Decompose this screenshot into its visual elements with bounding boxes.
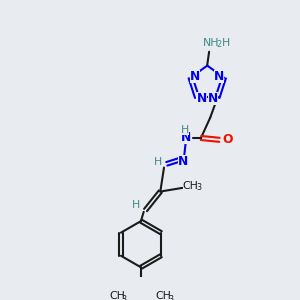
Text: CH: CH xyxy=(109,291,125,300)
Text: H: H xyxy=(181,125,189,135)
Text: O: O xyxy=(223,133,233,146)
Text: CH: CH xyxy=(183,181,199,191)
Text: N: N xyxy=(208,92,218,105)
Text: CH: CH xyxy=(155,291,171,300)
Text: 2: 2 xyxy=(216,40,221,49)
Text: H: H xyxy=(222,38,230,48)
Text: 3: 3 xyxy=(122,295,127,300)
Text: 3: 3 xyxy=(168,295,173,300)
Text: N: N xyxy=(196,92,207,105)
Text: N: N xyxy=(178,155,188,169)
Text: H: H xyxy=(132,200,140,210)
Text: N: N xyxy=(190,70,200,83)
Text: H: H xyxy=(153,157,162,167)
Text: N: N xyxy=(214,70,224,83)
Text: NH: NH xyxy=(203,38,219,48)
Text: 3: 3 xyxy=(196,183,201,192)
Text: N: N xyxy=(181,130,191,144)
